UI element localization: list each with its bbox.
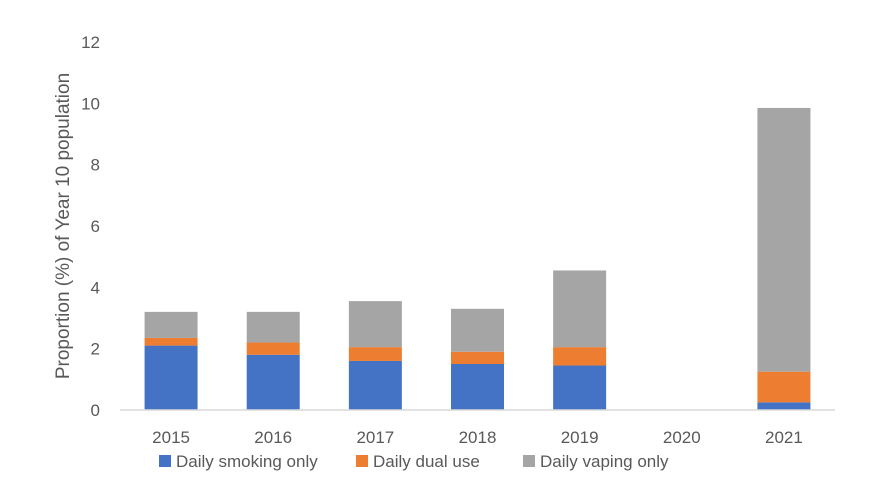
- x-tick-label-2021: 2021: [765, 428, 803, 447]
- x-tick-label-2020: 2020: [663, 428, 701, 447]
- x-tick-label-2015: 2015: [152, 428, 190, 447]
- bar-daily-dual-use-2015: [144, 337, 198, 346]
- y-axis-title: Proportion (%) of Year 10 population: [53, 73, 74, 379]
- x-tick-label-2019: 2019: [561, 428, 599, 447]
- bar-daily-smoking-only-2015: [144, 345, 198, 410]
- y-tick-label: 10: [81, 94, 100, 113]
- bar-daily-vaping-only-2019: [553, 270, 607, 348]
- bar-daily-dual-use-2016: [246, 342, 300, 355]
- x-tick-label-2018: 2018: [459, 428, 497, 447]
- y-tick-label: 6: [91, 217, 100, 236]
- legend: Daily smoking only Daily dual use Daily va…: [159, 452, 669, 471]
- legend-label-daily-smoking-only: Daily smoking only: [176, 452, 318, 471]
- bar-daily-smoking-only-2016: [246, 354, 300, 410]
- bar-daily-dual-use-2021: [757, 371, 811, 403]
- legend-label-daily-dual-use: Daily dual use: [373, 452, 480, 471]
- legend-label-daily-vaping-only: Daily vaping only: [540, 452, 669, 471]
- bar-daily-smoking-only-2019: [553, 365, 607, 410]
- legend-swatch-daily-smoking-only: [159, 455, 171, 467]
- bar-daily-smoking-only-2018: [451, 364, 504, 410]
- y-tick-label: 0: [91, 401, 100, 420]
- bar-daily-dual-use-2018: [451, 351, 504, 364]
- bar-daily-dual-use-2017: [348, 347, 402, 361]
- y-tick-label: 4: [91, 278, 100, 297]
- y-tick-label: 8: [91, 156, 100, 175]
- bar-daily-vaping-only-2015: [144, 311, 198, 338]
- bar-daily-vaping-only-2021: [757, 107, 811, 372]
- bar-daily-vaping-only-2017: [348, 301, 402, 348]
- legend-swatch-daily-vaping-only: [523, 455, 535, 467]
- bar-daily-dual-use-2019: [553, 347, 607, 366]
- bar-daily-smoking-only-2017: [348, 360, 402, 410]
- bar-daily-vaping-only-2018: [451, 308, 504, 352]
- y-axis-ticks: 0 2 4 6 8 10 12: [81, 33, 100, 420]
- legend-swatch-daily-dual-use: [356, 455, 368, 467]
- bar-series: [144, 107, 811, 410]
- x-tick-label-2016: 2016: [254, 428, 292, 447]
- x-tick-label-2017: 2017: [356, 428, 394, 447]
- x-axis-ticks: 2015 2016 2017 2018 2019 2020 2021: [152, 428, 803, 447]
- y-tick-label: 12: [81, 33, 100, 52]
- y-tick-label: 2: [91, 340, 100, 359]
- bar-daily-smoking-only-2021: [757, 402, 811, 410]
- bar-daily-vaping-only-2016: [246, 311, 300, 343]
